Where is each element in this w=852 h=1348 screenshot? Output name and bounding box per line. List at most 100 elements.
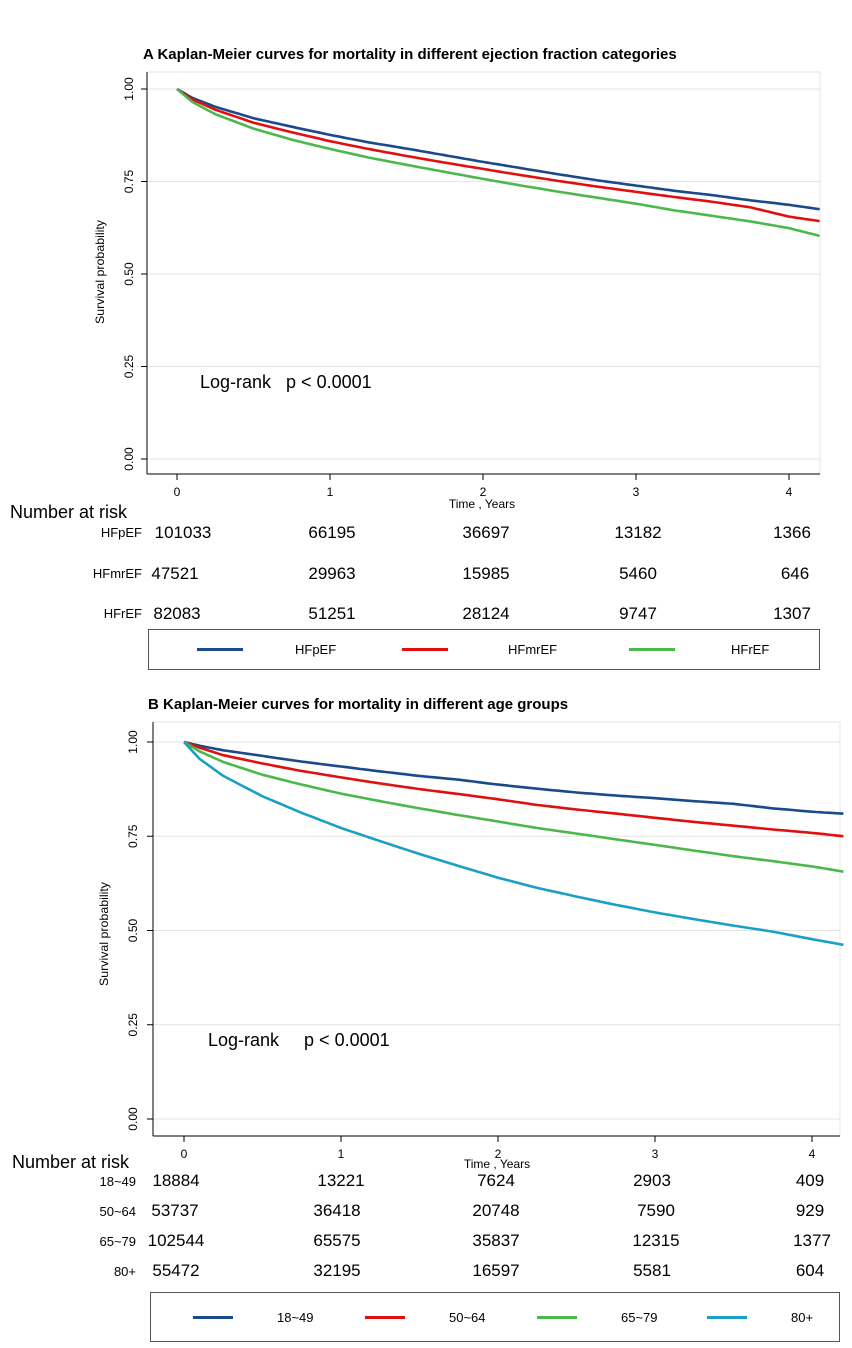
- risk-cell: 13221: [317, 1171, 365, 1190]
- risk-cell: 32195: [313, 1261, 361, 1280]
- y-axis-label: Survival probability: [93, 220, 107, 324]
- legend-swatch: [365, 1315, 405, 1319]
- risk-cell: 409: [795, 1171, 825, 1190]
- survival-curve-50-64: [183, 740, 844, 838]
- legend-item: HFmrEF: [402, 630, 557, 669]
- plot-area: [152, 721, 841, 1137]
- y-tick-label: 0.00: [122, 447, 136, 471]
- risk-cell: 13182: [614, 523, 662, 542]
- risk-cell: 15985: [462, 564, 510, 583]
- y-tick-label: 0.75: [126, 824, 140, 848]
- legend-label: 18~49: [277, 1309, 314, 1325]
- risk-cell: 1377: [793, 1231, 831, 1250]
- risk-cell: 646: [780, 564, 810, 583]
- legend-swatch: [402, 648, 448, 651]
- y-tick-label: 1.00: [126, 730, 140, 754]
- km-plot-a: 0.00 0.25 0.50 0.75 1.00 0 1 2 3 4 Survival probab…: [93, 71, 821, 511]
- y-tick-label: 0.25: [126, 1013, 140, 1037]
- legend-swatch: [193, 1315, 233, 1319]
- km-plot-b: 0.00 0.25 0.50 0.75 1.00 0 1 2 3 4 Survival probab…: [97, 721, 844, 1171]
- risk-row-label: 65~79: [99, 1234, 136, 1249]
- legend: 18~49 50~64 65~79 80+: [150, 1292, 840, 1342]
- risk-cell: 16597: [472, 1261, 520, 1280]
- x-tick-label: 1: [338, 1147, 345, 1161]
- log-rank-annotation: Log-rank p < 0.0001: [200, 372, 372, 392]
- risk-cell: 47521: [151, 564, 199, 583]
- survival-curve-hfmref: [176, 87, 820, 223]
- x-tick-label: 1: [327, 485, 334, 499]
- risk-cell: 12315: [632, 1231, 680, 1250]
- legend-swatch: [629, 648, 675, 651]
- risk-cell: 9747: [619, 604, 657, 623]
- legend-label: 50~64: [449, 1309, 486, 1325]
- risk-cell: 53737: [151, 1201, 199, 1220]
- x-tick-label: 4: [809, 1147, 816, 1161]
- risk-cell: 18884: [152, 1171, 200, 1190]
- risk-cell: 2903: [633, 1171, 671, 1190]
- risk-row-label: 50~64: [99, 1204, 136, 1219]
- survival-curve-80-: [183, 741, 844, 947]
- number-at-risk-header: Number at risk: [10, 502, 128, 522]
- panel-a-ejection-fraction: A Kaplan-Meier curves for mortality in d…: [0, 0, 852, 672]
- legend-swatch: [707, 1315, 747, 1319]
- x-tick-label: 2: [495, 1147, 502, 1161]
- legend-item: 65~79: [537, 1293, 658, 1341]
- risk-row-label: HFrEF: [103, 606, 142, 621]
- legend-label: HFmrEF: [508, 642, 558, 657]
- risk-cell: 5581: [633, 1261, 671, 1280]
- risk-cell: 102544: [147, 1231, 205, 1250]
- risk-cell: 55472: [152, 1261, 200, 1280]
- risk-cell: 929: [795, 1201, 825, 1220]
- panel-b-age-groups: B Kaplan-Meier curves for mortality in d…: [0, 672, 852, 1348]
- legend-item: HFrEF: [629, 630, 769, 669]
- risk-cell: 51251: [308, 604, 356, 623]
- y-tick-label: 0.50: [122, 262, 136, 286]
- risk-cell: 7624: [477, 1171, 515, 1190]
- survival-curve-18-49: [183, 740, 844, 815]
- plot-area: [146, 71, 821, 475]
- chart-title: B Kaplan-Meier curves for mortality in d…: [148, 696, 569, 713]
- risk-row-label: 18~49: [99, 1174, 136, 1189]
- log-rank-annotation: Log-rank p < 0.0001: [208, 1030, 390, 1050]
- x-axis-label: Time , Years: [464, 1157, 530, 1171]
- legend-item: 18~49: [193, 1293, 314, 1341]
- risk-cell: 7590: [637, 1201, 675, 1220]
- legend-label: 80+: [791, 1309, 814, 1325]
- risk-cell: 65575: [313, 1231, 361, 1250]
- legend-label: HFpEF: [295, 642, 337, 657]
- risk-row-label: HFmrEF: [92, 566, 142, 581]
- risk-cell: 20748: [472, 1201, 520, 1220]
- risk-cell: 36418: [313, 1201, 361, 1220]
- survival-curve-65-79: [183, 740, 844, 873]
- risk-cell: 82083: [153, 604, 201, 623]
- x-tick-label: 4: [786, 485, 793, 499]
- legend-label: 65~79: [621, 1309, 658, 1325]
- legend-item: 80+: [707, 1293, 813, 1341]
- risk-cell: 66195: [308, 523, 356, 542]
- y-tick-label: 0.25: [122, 354, 136, 378]
- risk-cell: 28124: [462, 604, 510, 623]
- risk-cell: 5460: [619, 564, 657, 583]
- legend: HFpEF HFmrEF HFrEF: [148, 629, 820, 670]
- risk-cell: 35837: [472, 1231, 520, 1250]
- y-tick-label: 0.50: [126, 918, 140, 942]
- risk-cell: 101033: [154, 523, 212, 542]
- survival-curve-hfpef: [176, 87, 820, 211]
- risk-cell: 1366: [773, 523, 811, 542]
- survival-curve-hfref: [176, 88, 820, 238]
- x-tick-label: 0: [174, 485, 181, 499]
- legend-swatch: [537, 1315, 577, 1319]
- risk-row-label: 80+: [113, 1264, 136, 1279]
- chart-title: A Kaplan-Meier curves for mortality in d…: [143, 46, 677, 63]
- y-tick-label: 0.75: [122, 169, 136, 193]
- y-axis-label: Survival probability: [97, 882, 111, 986]
- risk-row-label: HFpEF: [100, 525, 142, 540]
- risk-cell: 1307: [773, 604, 811, 623]
- legend-label: HFrEF: [731, 642, 770, 657]
- legend-swatch: [197, 648, 243, 651]
- x-axis-label: Time , Years: [449, 497, 515, 511]
- risk-cell: 36697: [462, 523, 510, 542]
- x-tick-label: 3: [652, 1147, 659, 1161]
- x-tick-label: 0: [181, 1147, 188, 1161]
- number-at-risk-header: Number at risk: [12, 1152, 130, 1172]
